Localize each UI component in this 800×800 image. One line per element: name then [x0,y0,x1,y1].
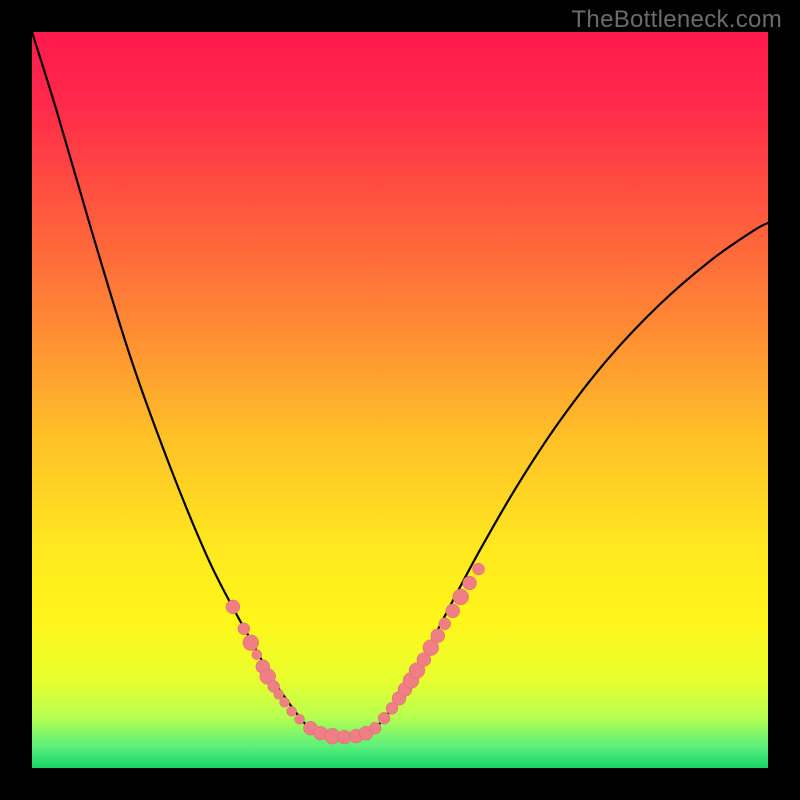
marker-point [446,604,460,618]
marker-point [378,712,390,724]
marker-point [431,629,445,643]
marker-point [473,563,485,575]
watermark-text: TheBottleneck.com [571,6,782,34]
marker-point [287,706,297,716]
marker-point [252,650,262,660]
plot-frame [30,30,770,770]
chart-stage: TheBottleneck.com [0,0,800,800]
marker-point [463,576,477,590]
bottleneck-path [32,32,768,737]
marker-point [226,600,240,614]
marker-point [243,635,259,651]
curve-layer [32,32,768,768]
marker-points [226,563,485,744]
marker-point [439,618,451,630]
marker-point [295,714,305,724]
bottleneck-curve [32,32,768,737]
marker-point [238,623,250,635]
marker-point [280,697,290,707]
marker-point [453,589,469,605]
marker-point [369,722,381,734]
